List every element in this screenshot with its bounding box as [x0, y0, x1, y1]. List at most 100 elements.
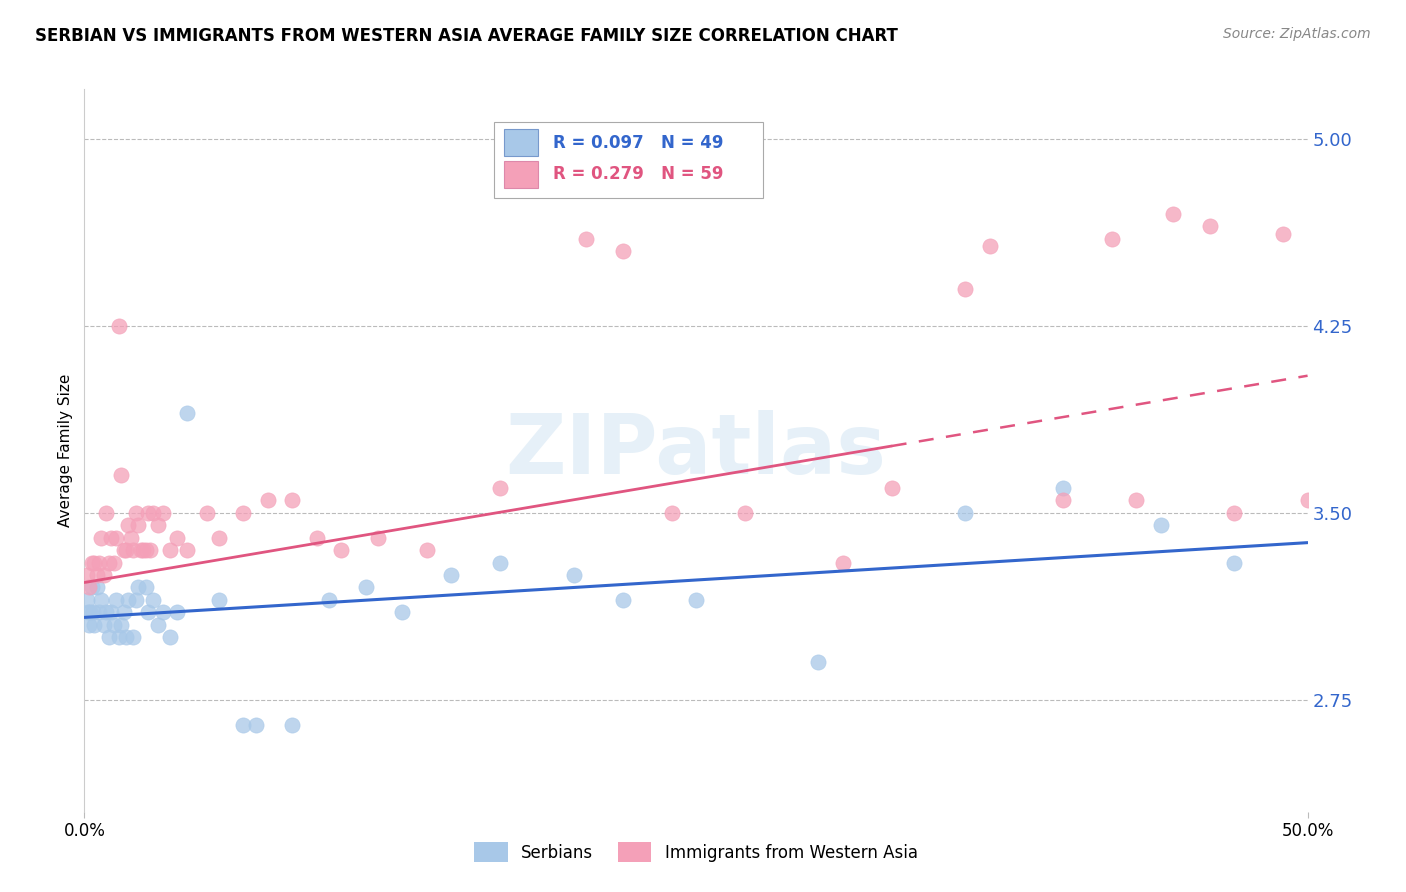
Point: [612, 244, 634, 259]
Point: [979, 239, 1001, 253]
Point: [110, 468, 132, 483]
Point: [107, 630, 129, 644]
Text: R = 0.097   N = 49: R = 0.097 N = 49: [553, 134, 723, 152]
Point: [136, 606, 159, 620]
Point: [77, 618, 100, 632]
Y-axis label: Average Family Size: Average Family Size: [58, 374, 73, 527]
Point: [125, 593, 148, 607]
Point: [122, 543, 145, 558]
Point: [152, 606, 174, 620]
Point: [1272, 227, 1295, 241]
Point: [1052, 493, 1074, 508]
Point: [232, 717, 254, 731]
Point: [80, 581, 103, 595]
Point: [97, 556, 120, 570]
Point: [122, 630, 145, 644]
Point: [1125, 493, 1147, 508]
Point: [103, 618, 125, 632]
Point: [245, 717, 267, 731]
Point: [82, 606, 104, 620]
Point: [83, 618, 105, 632]
Point: [135, 581, 157, 595]
Point: [232, 506, 254, 520]
Point: [105, 531, 128, 545]
Point: [195, 506, 218, 520]
Text: Source: ZipAtlas.com: Source: ZipAtlas.com: [1223, 27, 1371, 41]
Point: [661, 506, 683, 520]
Point: [117, 593, 139, 607]
Point: [208, 531, 231, 545]
Point: [489, 556, 512, 570]
Point: [391, 606, 413, 620]
Point: [96, 506, 118, 520]
Point: [142, 593, 165, 607]
Point: [1223, 556, 1246, 570]
Point: [120, 531, 142, 545]
Point: [76, 568, 98, 582]
Point: [166, 606, 188, 620]
Point: [76, 593, 98, 607]
Point: [127, 518, 149, 533]
Point: [166, 531, 188, 545]
Point: [103, 556, 125, 570]
Point: [318, 593, 340, 607]
Point: [125, 506, 148, 520]
Point: [107, 318, 129, 333]
Point: [112, 606, 135, 620]
Point: [159, 630, 181, 644]
Point: [1223, 506, 1246, 520]
Point: [1101, 232, 1123, 246]
Point: [87, 606, 110, 620]
Point: [93, 618, 115, 632]
Point: [281, 717, 304, 731]
FancyBboxPatch shape: [494, 121, 763, 198]
Point: [129, 543, 152, 558]
Point: [953, 506, 976, 520]
Point: [97, 630, 120, 644]
Point: [176, 543, 198, 558]
Point: [880, 481, 903, 495]
Point: [734, 506, 756, 520]
Point: [115, 543, 138, 558]
Point: [80, 556, 103, 570]
Point: [208, 593, 231, 607]
Point: [127, 581, 149, 595]
Point: [440, 568, 463, 582]
Point: [330, 543, 353, 558]
Text: ZIPatlas: ZIPatlas: [506, 410, 886, 491]
Text: R = 0.279   N = 59: R = 0.279 N = 59: [553, 165, 723, 184]
Text: SERBIAN VS IMMIGRANTS FROM WESTERN ASIA AVERAGE FAMILY SIZE CORRELATION CHART: SERBIAN VS IMMIGRANTS FROM WESTERN ASIA …: [35, 27, 898, 45]
Point: [305, 531, 328, 545]
Point: [562, 568, 585, 582]
Point: [112, 543, 135, 558]
Point: [1161, 207, 1184, 221]
FancyBboxPatch shape: [503, 161, 538, 188]
Point: [685, 593, 707, 607]
Point: [1198, 219, 1220, 234]
Point: [612, 593, 634, 607]
Point: [77, 581, 100, 595]
Point: [110, 618, 132, 632]
Point: [142, 506, 165, 520]
Point: [136, 506, 159, 520]
Point: [146, 518, 169, 533]
Point: [86, 581, 108, 595]
Point: [281, 493, 304, 508]
Point: [83, 556, 105, 570]
Point: [100, 606, 122, 620]
Point: [90, 593, 112, 607]
Point: [1296, 493, 1319, 508]
Point: [77, 606, 100, 620]
Point: [367, 531, 389, 545]
Point: [93, 568, 115, 582]
Point: [159, 543, 181, 558]
Point: [115, 630, 138, 644]
Point: [86, 568, 108, 582]
Point: [100, 531, 122, 545]
Point: [90, 531, 112, 545]
Point: [152, 506, 174, 520]
Point: [807, 655, 830, 669]
Point: [139, 543, 162, 558]
Point: [953, 281, 976, 295]
Point: [135, 543, 157, 558]
